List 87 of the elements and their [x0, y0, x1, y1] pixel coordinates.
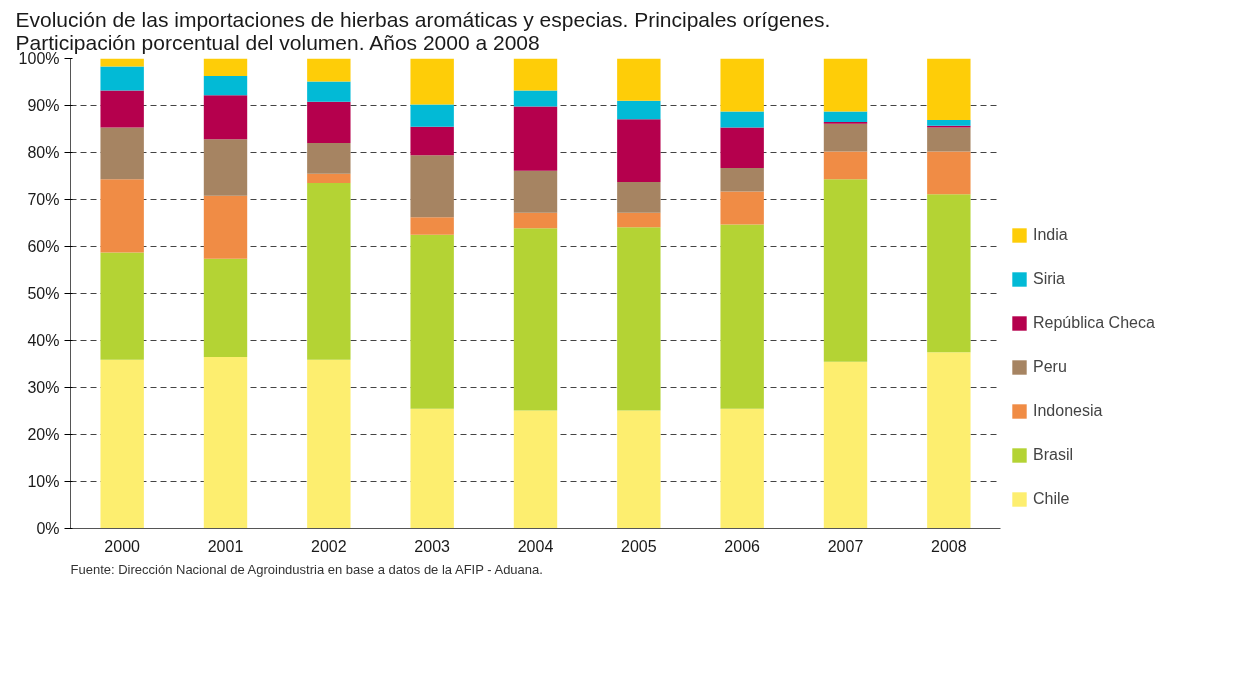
- x-tick-label: 2005: [621, 537, 657, 555]
- y-tick-label: 30%: [27, 379, 60, 396]
- y-tick-label: 10%: [27, 473, 60, 490]
- legend-label: Siria: [1033, 270, 1066, 288]
- bar: [617, 212, 661, 228]
- bar: [100, 252, 144, 360]
- bar: [823, 58, 868, 112]
- bar: [203, 356, 248, 529]
- bar: [307, 81, 351, 102]
- source-note: Fuente: Dirección Nacional de Agroindustria en base a datos de la AFIP - Aduana.: [70, 561, 543, 577]
- bar: [617, 100, 661, 120]
- legend-label: Peru: [1033, 358, 1067, 376]
- x-tick-label: 2007: [827, 537, 864, 555]
- x-tick-label: 2006: [724, 537, 761, 555]
- bar: [410, 126, 454, 156]
- x-tick-label: 2003: [414, 537, 451, 555]
- bar: [720, 408, 764, 529]
- bar: [927, 151, 971, 195]
- y-tick-label: 20%: [27, 426, 60, 443]
- bar: [100, 179, 144, 253]
- y-tick-label: 0%: [36, 520, 60, 537]
- bar: [720, 191, 764, 225]
- legend-label: República Checa: [1033, 314, 1155, 332]
- bar: [720, 224, 764, 409]
- x-tick-label: 2001: [207, 537, 244, 555]
- bar: [410, 155, 454, 218]
- y-tick-label: 40%: [27, 332, 60, 349]
- legend-label: India: [1033, 226, 1068, 244]
- bar: [100, 359, 144, 529]
- bar: [410, 58, 454, 105]
- y-tick-label: 70%: [27, 191, 60, 208]
- bar: [410, 234, 454, 409]
- bar: [307, 101, 351, 144]
- legend-label: Chile: [1033, 490, 1070, 508]
- bar: [720, 168, 764, 192]
- bar: [617, 58, 661, 101]
- bar: [823, 361, 868, 529]
- bar: [203, 75, 248, 96]
- y-tick-label: 50%: [27, 285, 60, 302]
- bar: [513, 58, 558, 91]
- bar: [410, 408, 454, 529]
- bar: [927, 127, 971, 152]
- bar: [617, 410, 661, 529]
- bar: [203, 95, 248, 140]
- bar: [513, 410, 558, 529]
- bar: [720, 127, 764, 169]
- bar: [513, 228, 558, 411]
- bar: [307, 143, 351, 174]
- bar: [823, 123, 868, 152]
- x-tick-label: 2002: [311, 537, 347, 555]
- bar: [720, 58, 764, 112]
- bar: [203, 195, 248, 259]
- bar: [617, 227, 661, 411]
- y-tick-label: 90%: [27, 97, 60, 114]
- bar: [720, 111, 764, 128]
- x-tick-label: 2008: [931, 537, 967, 555]
- bar: [513, 212, 558, 229]
- bar: [100, 127, 144, 180]
- bar: [203, 58, 248, 76]
- bar: [203, 139, 248, 196]
- bar: [927, 194, 971, 353]
- legend-label: Indonesia: [1033, 402, 1103, 420]
- bar: [513, 90, 558, 107]
- bar: [513, 170, 558, 213]
- bar: [100, 66, 144, 91]
- y-tick-label: 80%: [27, 144, 60, 161]
- bar: [410, 104, 454, 127]
- bar: [307, 173, 351, 184]
- bar: [307, 58, 351, 82]
- x-tick-label: 2000: [104, 537, 141, 555]
- bar: [617, 119, 661, 183]
- bar: [927, 58, 971, 121]
- bar: [823, 111, 868, 122]
- bar: [307, 359, 351, 529]
- bar: [203, 258, 248, 357]
- bar: [927, 120, 971, 126]
- bar: [823, 179, 868, 362]
- bar: [513, 106, 558, 171]
- bar: [927, 352, 971, 529]
- bar: [100, 90, 144, 128]
- x-tick-label: 2004: [517, 537, 554, 555]
- bar: [617, 182, 661, 213]
- legend-label: Brasil: [1033, 446, 1074, 464]
- bar: [410, 217, 454, 235]
- y-tick-label: 60%: [27, 238, 60, 255]
- bar: [823, 151, 868, 180]
- bar: [307, 183, 351, 360]
